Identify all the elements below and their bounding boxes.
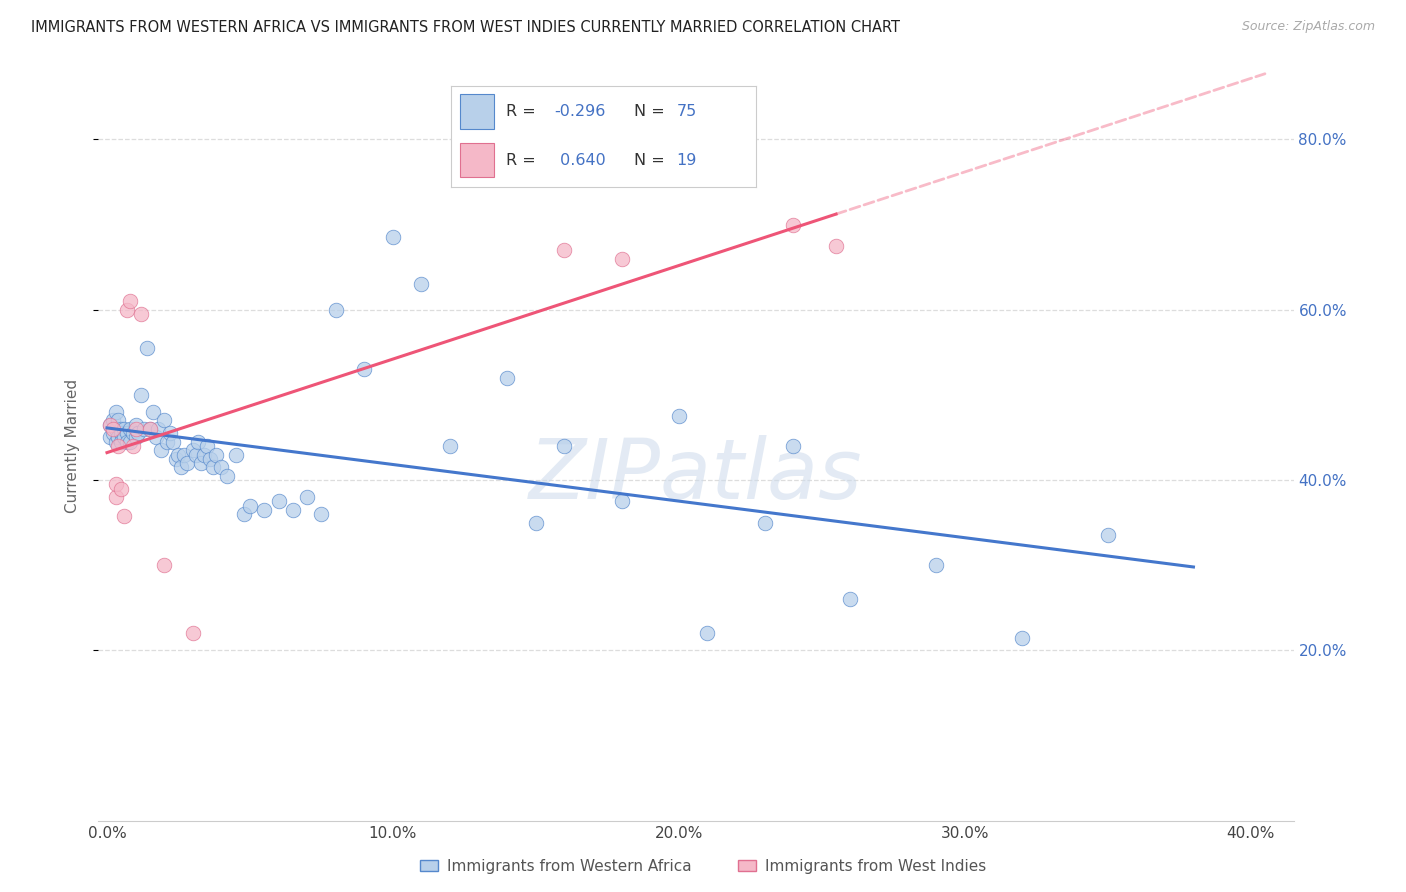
Point: [118, 294, 141, 309]
Point: [148, 422, 170, 436]
Point: [98, 417, 121, 432]
Point: [267, 494, 290, 508]
Point: [176, 456, 198, 470]
Point: [610, 494, 633, 508]
Point: [553, 243, 575, 257]
Legend: Immigrants from Western Africa, Immigrants from West Indies: Immigrants from Western Africa, Immigran…: [413, 853, 993, 880]
Point: [101, 422, 124, 436]
Point: [195, 439, 218, 453]
Point: [209, 460, 232, 475]
Point: [1097, 528, 1119, 542]
Point: [198, 451, 221, 466]
Point: [124, 430, 146, 444]
Point: [496, 371, 519, 385]
Point: [193, 448, 215, 462]
Point: [110, 482, 132, 496]
Point: [754, 516, 776, 530]
Point: [190, 456, 212, 470]
Point: [668, 409, 690, 424]
Point: [107, 413, 129, 427]
Point: [782, 218, 804, 232]
Point: [112, 430, 135, 444]
Point: [104, 434, 127, 449]
Point: [131, 307, 153, 321]
Point: [170, 460, 193, 475]
Point: [107, 430, 129, 444]
Text: Source: ZipAtlas.com: Source: ZipAtlas.com: [1241, 20, 1375, 33]
Point: [411, 277, 433, 292]
Point: [353, 362, 375, 376]
Point: [134, 422, 156, 436]
Point: [204, 448, 226, 462]
Point: [124, 422, 146, 436]
Point: [239, 499, 262, 513]
Point: [696, 626, 718, 640]
Point: [115, 434, 138, 449]
Point: [925, 558, 948, 573]
Point: [167, 448, 190, 462]
Point: [98, 430, 121, 444]
Point: [181, 626, 204, 640]
Point: [1011, 631, 1033, 645]
Point: [233, 507, 256, 521]
Point: [610, 252, 633, 266]
Point: [110, 434, 132, 449]
Point: [112, 508, 135, 523]
Point: [187, 434, 209, 449]
Text: IMMIGRANTS FROM WESTERN AFRICA VS IMMIGRANTS FROM WEST INDIES CURRENTLY MARRIED : IMMIGRANTS FROM WESTERN AFRICA VS IMMIGR…: [31, 20, 900, 35]
Point: [110, 426, 132, 441]
Point: [201, 460, 224, 475]
Point: [107, 439, 129, 453]
Point: [825, 239, 848, 253]
Point: [782, 439, 804, 453]
Point: [159, 426, 181, 441]
Point: [131, 388, 153, 402]
Point: [553, 439, 575, 453]
Point: [439, 439, 461, 453]
Point: [104, 490, 127, 504]
Point: [118, 434, 141, 449]
Point: [121, 426, 143, 441]
Point: [153, 558, 176, 573]
Point: [104, 405, 127, 419]
Point: [325, 302, 347, 317]
Point: [112, 422, 135, 436]
Point: [253, 503, 276, 517]
Point: [104, 477, 127, 491]
Point: [139, 422, 162, 436]
Point: [150, 443, 173, 458]
Point: [104, 422, 127, 436]
Point: [181, 443, 204, 458]
Point: [156, 434, 179, 449]
Point: [839, 592, 862, 607]
Y-axis label: Currently Married: Currently Married: [65, 379, 80, 513]
Point: [165, 451, 187, 466]
Point: [127, 426, 149, 441]
Point: [153, 413, 176, 427]
Point: [524, 516, 547, 530]
Point: [124, 417, 146, 432]
Point: [121, 439, 143, 453]
Point: [101, 413, 124, 427]
Point: [139, 422, 162, 436]
Point: [184, 448, 207, 462]
Point: [115, 302, 138, 317]
Point: [142, 405, 165, 419]
Point: [281, 503, 304, 517]
Point: [118, 422, 141, 436]
Point: [145, 430, 167, 444]
Point: [311, 507, 333, 521]
Point: [110, 422, 132, 436]
Point: [101, 426, 124, 441]
Text: ZIPatlas: ZIPatlas: [529, 435, 863, 516]
Point: [162, 434, 184, 449]
Point: [115, 426, 138, 441]
Point: [98, 417, 121, 432]
Point: [295, 490, 318, 504]
Point: [217, 468, 239, 483]
Point: [173, 448, 195, 462]
Point: [136, 341, 159, 355]
Point: [225, 448, 247, 462]
Point: [381, 230, 404, 244]
